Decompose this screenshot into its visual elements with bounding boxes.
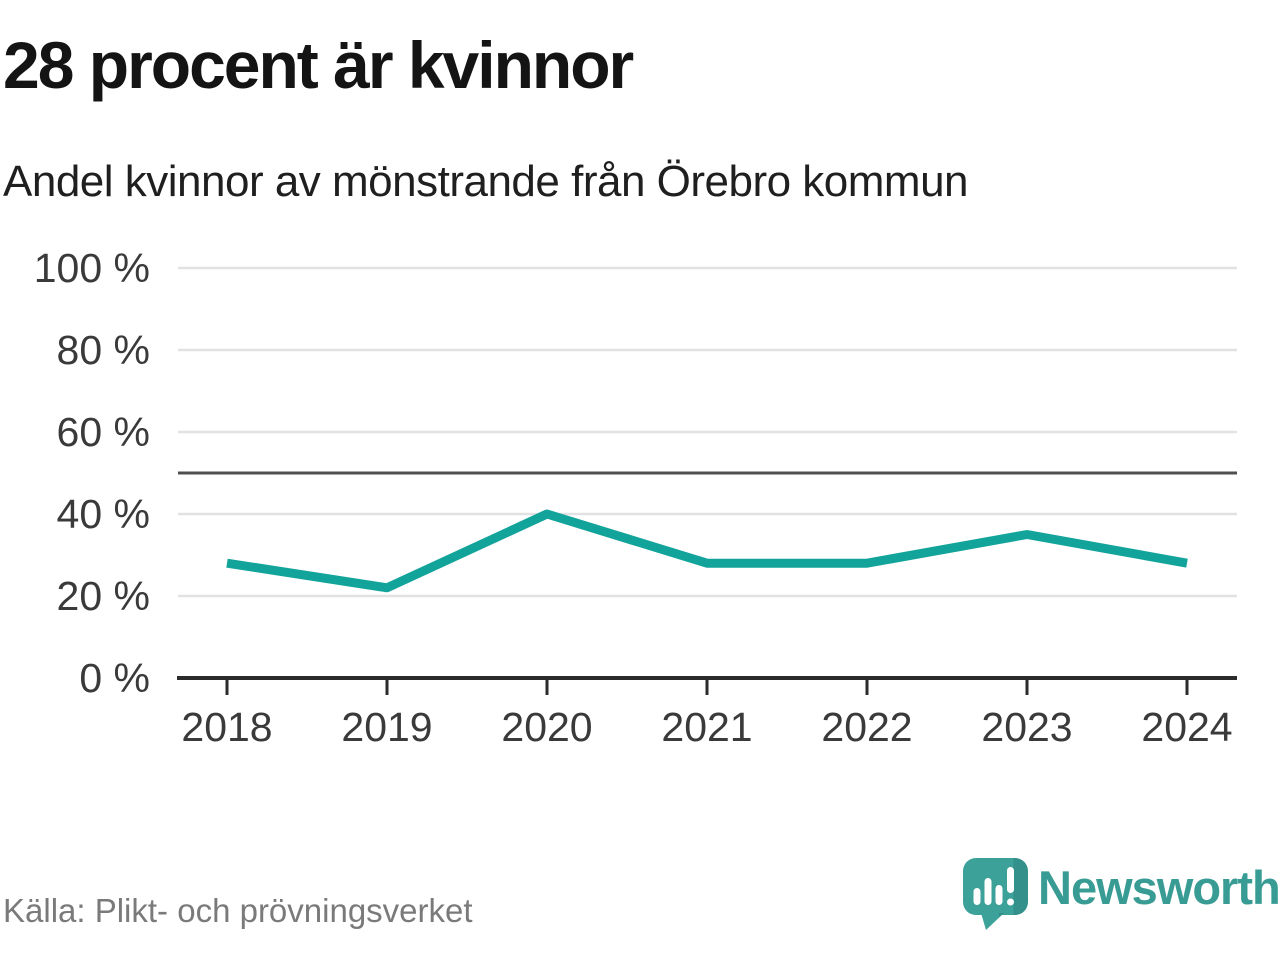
exclamation-dot-glyph [1007, 898, 1014, 906]
x-tick-label: 2023 [981, 704, 1072, 750]
exclamation-bar-glyph [1007, 867, 1014, 893]
y-tick-label: 40 % [57, 491, 150, 537]
line-chart-canvas: 2018 2019 2020 2021 2022 2023 2024 0 % 20 % 40 % 6… [34, 245, 1237, 750]
bar-glyph-2 [984, 878, 992, 905]
source-caption: Källa: Plikt- och prövningsverket [3, 892, 473, 929]
chart-title: 28 procent är kvinnor [3, 28, 634, 102]
chart-subtitle: Andel kvinnor av mönstrande från Örebro … [3, 157, 969, 206]
bubble-body [963, 858, 1028, 915]
x-tick-label: 2022 [821, 704, 912, 750]
speech-bubble-bar-chart-icon [963, 858, 1028, 930]
brand-name: Newsworthy [1038, 861, 1280, 914]
y-tick-label: 20 % [57, 573, 150, 619]
y-tick-label: 80 % [57, 327, 150, 373]
bar-glyph-1 [973, 888, 981, 905]
x-tick-label: 2019 [341, 704, 432, 750]
newsworthy-logo-icon [962, 857, 1030, 931]
trend-line [226, 509, 1188, 593]
bar-glyph-3 [995, 885, 1003, 905]
y-tick-label: 100 % [34, 245, 150, 291]
y-tick-label: 0 % [79, 655, 150, 701]
bubble-tail [981, 913, 1004, 930]
x-tick-label: 2024 [1141, 704, 1232, 750]
y-tick-label: 60 % [57, 409, 150, 455]
x-tick-label: 2021 [661, 704, 752, 750]
x-tick-label: 2020 [501, 704, 592, 750]
x-tick-label: 2018 [181, 704, 272, 750]
